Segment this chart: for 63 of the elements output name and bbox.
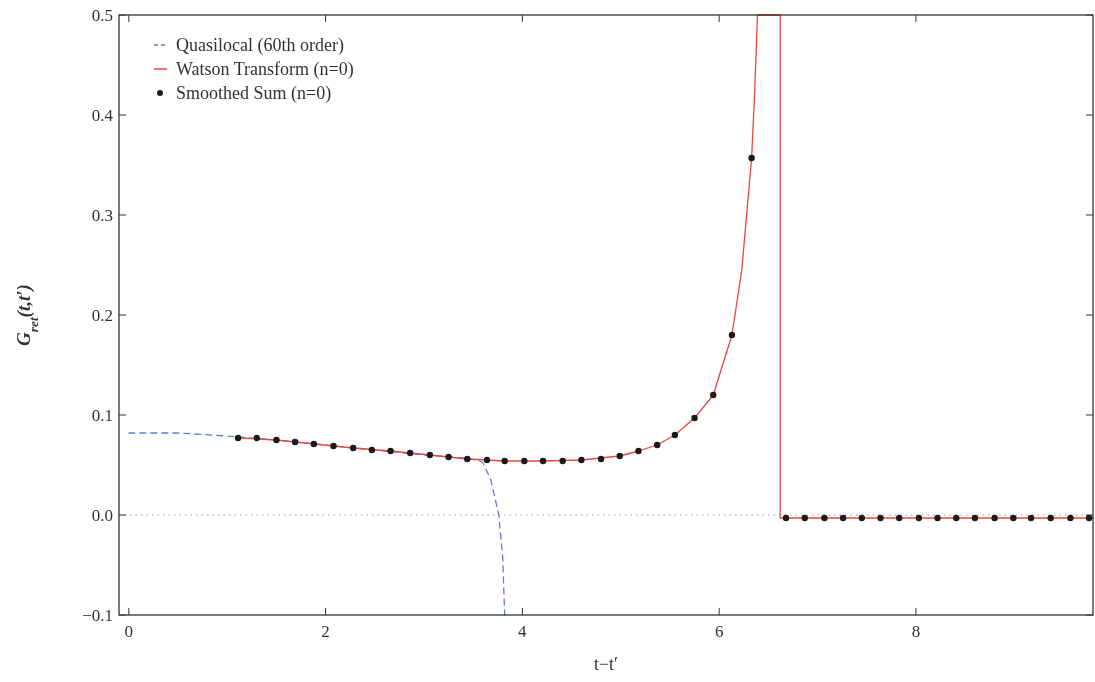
point — [426, 451, 434, 459]
point — [839, 514, 847, 522]
point — [464, 455, 471, 463]
x-tick-label: 2 — [321, 622, 330, 641]
x-tick-label: 8 — [911, 622, 921, 641]
point — [483, 456, 491, 464]
line-series — [128, 432, 506, 616]
point — [501, 457, 508, 465]
point — [349, 444, 357, 452]
point — [368, 446, 376, 454]
point — [559, 457, 566, 465]
point — [671, 431, 679, 439]
point — [953, 514, 960, 522]
point — [616, 452, 623, 460]
point — [330, 442, 337, 450]
y-tick-label: 0.1 — [91, 406, 113, 425]
point — [801, 514, 808, 522]
point — [691, 414, 698, 422]
point — [578, 456, 585, 464]
point — [1047, 514, 1054, 522]
x-tick-label: 6 — [714, 622, 724, 641]
point — [253, 434, 260, 442]
legend-label: Watson Transform (n=0) — [176, 59, 354, 80]
legend-label: Quasilocal (60th order) — [176, 35, 344, 56]
point — [934, 514, 941, 522]
y-tick-label: −0.1 — [82, 606, 113, 625]
point — [748, 154, 755, 162]
point — [1067, 514, 1074, 522]
y-tick-label: 0.2 — [91, 306, 113, 325]
point — [445, 453, 452, 461]
point — [710, 391, 717, 399]
point — [895, 514, 903, 522]
point — [597, 455, 605, 463]
legend-entry: Watson Transform (n=0) — [153, 59, 354, 79]
point — [234, 434, 242, 442]
point — [1010, 514, 1017, 522]
point — [291, 438, 299, 446]
point — [387, 447, 394, 455]
point — [858, 514, 865, 522]
legend-entry: Quasilocal (60th order) — [153, 35, 344, 55]
point — [407, 449, 414, 457]
point — [635, 447, 642, 455]
x-tick-label: 0 — [124, 622, 134, 641]
x-tick-label: 4 — [518, 622, 528, 641]
point — [877, 514, 884, 522]
y-tick-label: 0.5 — [91, 6, 113, 25]
point — [915, 514, 923, 522]
point — [653, 441, 661, 449]
point — [821, 514, 828, 522]
point — [728, 331, 736, 339]
point — [1027, 514, 1035, 522]
x-axis-title: t−t′ — [593, 654, 619, 674]
point — [273, 436, 280, 444]
y-tick-label: 0.3 — [91, 206, 113, 225]
point — [991, 514, 998, 522]
point — [521, 457, 528, 465]
legend-entry: Smoothed Sum (n=0) — [157, 83, 332, 103]
y-tick-label: 0.0 — [91, 506, 113, 525]
y-tick-label: 0.4 — [91, 106, 114, 125]
point — [539, 457, 547, 465]
point — [310, 440, 317, 448]
point — [782, 514, 790, 522]
point — [971, 514, 979, 522]
